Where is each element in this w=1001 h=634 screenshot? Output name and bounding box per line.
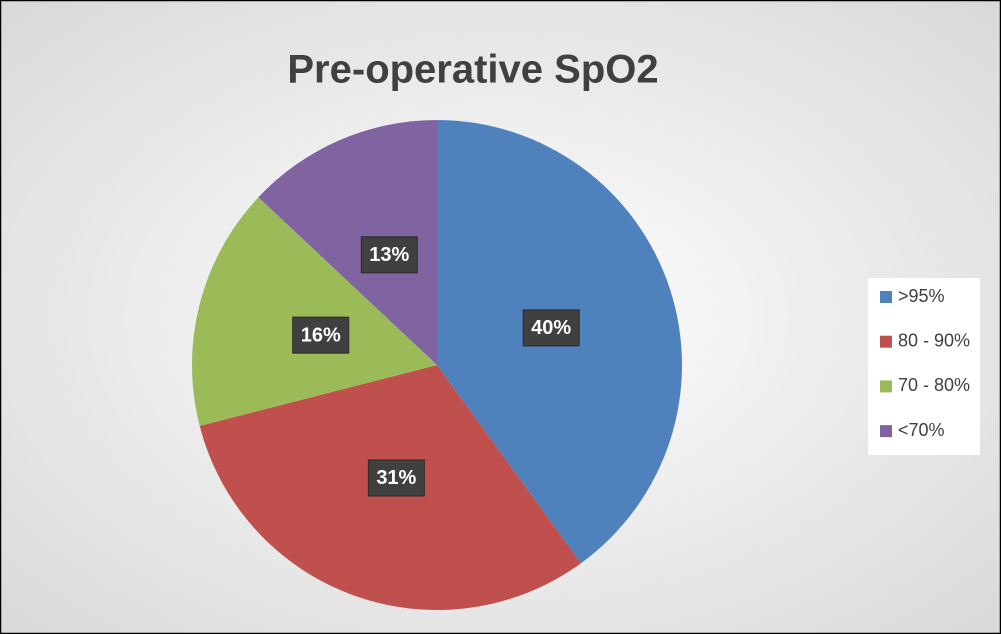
- data-label: 13%: [369, 244, 409, 266]
- data-label-box: [360, 236, 418, 274]
- pie: [192, 120, 682, 610]
- legend: >95% 80 - 90% 70 - 80% <70%: [880, 286, 970, 440]
- data-label: 31%: [376, 467, 416, 489]
- pie-slice: [192, 197, 437, 426]
- legend-swatch: [880, 380, 892, 393]
- pie-slice: [258, 120, 437, 365]
- data-label: 40%: [531, 317, 571, 339]
- data-label-box: [522, 309, 580, 347]
- legend-swatch: [880, 335, 892, 348]
- legend-label: >95%: [898, 286, 945, 306]
- legend-label: 70 - 80%: [898, 375, 970, 395]
- data-label-box: [367, 459, 425, 497]
- legend-label: <70%: [898, 420, 945, 440]
- data-label-box: [292, 316, 350, 354]
- legend-swatch: [880, 291, 892, 303]
- legend-swatch: [880, 425, 892, 438]
- data-labels: 40% 31% 16% 13%: [292, 236, 580, 497]
- data-label: 16%: [301, 324, 341, 346]
- chart-title: Pre-operative SpO2: [287, 48, 658, 92]
- legend-label: 80 - 90%: [898, 330, 970, 350]
